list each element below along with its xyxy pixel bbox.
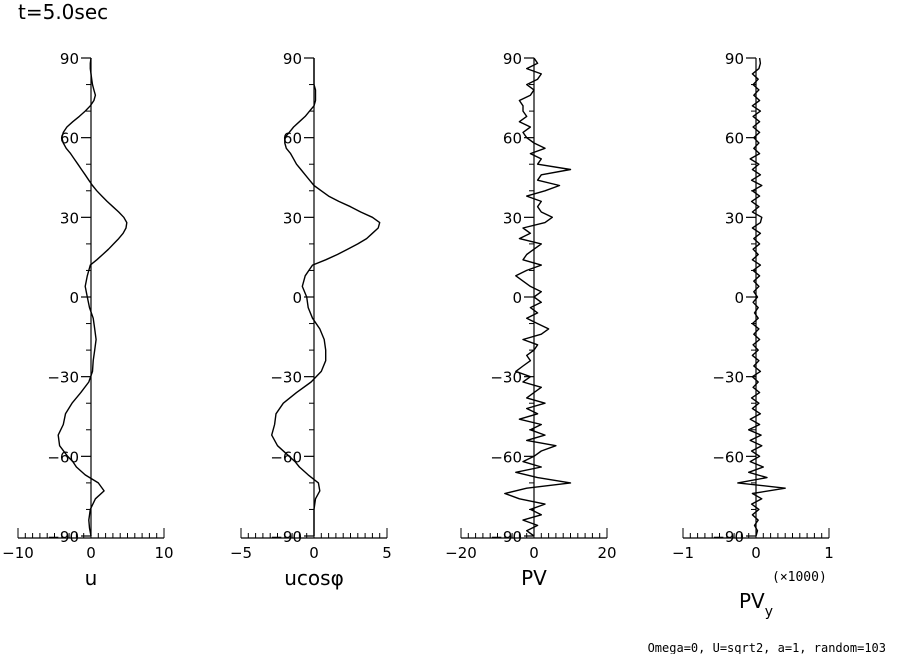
x-tick-label: 20 [597,544,616,562]
x-axis-label: ucosφ [284,566,344,590]
y-tick-label: 60 [60,130,79,148]
y-tick-label: −90 [490,528,522,546]
panel-1: 90 60 30 0 −30 −60 −90 −10 0 10 u [2,50,173,590]
x-tick-label: 0 [529,544,539,562]
y-tick-label: −30 [712,369,744,387]
series-line [737,57,786,537]
x-tick-label: −5 [230,544,252,562]
x-multiplier-label: (×1000) [772,570,827,585]
y-tick-label: −60 [490,448,522,466]
y-tick-label: −60 [270,448,302,466]
y-tick-label: −30 [47,369,79,387]
y-tick-label: −60 [47,448,79,466]
y-tick-label: −30 [270,369,302,387]
y-tick-label: 0 [69,289,79,307]
x-axis-label-subscript: y [765,604,773,620]
chart-title: t=5.0sec [18,0,108,24]
y-tick-label: 90 [503,50,522,68]
panel-4: 90 60 30 0 −30 −60 −90 −1 0 1 PVy (×1000) [672,50,834,620]
series-line [57,57,128,537]
x-tick-label: 0 [309,544,319,562]
y-tick-label: 0 [512,289,522,307]
y-tick-label: 30 [283,209,302,227]
y-tick-label: −90 [712,528,744,546]
y-tick-label: 0 [292,289,302,307]
x-tick-label: 1 [824,544,834,562]
x-tick-label: −1 [672,544,694,562]
y-tick-label: −90 [47,528,79,546]
x-tick-label: 0 [751,544,761,562]
x-axis-label: PV [521,566,547,590]
x-tick-label: 0 [86,544,96,562]
y-tick-label: 30 [60,209,79,227]
y-tick-label: 60 [503,130,522,148]
x-tick-label: 5 [382,544,392,562]
y-tick-label: 90 [725,50,744,68]
y-tick-label: 90 [283,50,302,68]
x-axis-label: PVy [739,589,773,620]
y-tick-label: 60 [725,130,744,148]
y-tick-label: 30 [725,209,744,227]
y-tick-label: 0 [734,289,744,307]
x-axis-label: u [85,566,98,590]
x-tick-label: 10 [154,544,173,562]
y-tick-label: 90 [60,50,79,68]
y-tick-label: −30 [490,369,522,387]
x-tick-label: −20 [445,544,477,562]
series-line [504,57,572,537]
y-tick-label: −60 [712,448,744,466]
y-tick-label: 30 [503,209,522,227]
series-line [271,58,381,536]
y-tick-label: −90 [270,528,302,546]
panel-3: 90 60 30 0 −30 −60 −90 −20 0 20 PV [445,50,616,590]
footer-parameters: Omega=0, U=sqrt2, a=1, random=103 [648,641,886,654]
x-tick-label: −10 [2,544,34,562]
